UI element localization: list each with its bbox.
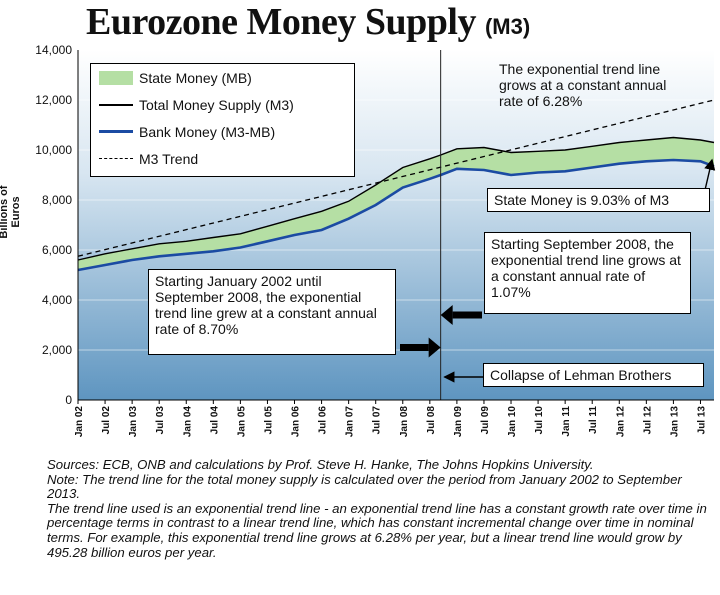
arrow-state-money [704, 158, 716, 191]
x-tick-label: Jan 09 [453, 406, 464, 438]
y-tick-label: 8,000 [42, 193, 72, 207]
x-tick-label: Jul 02 [101, 406, 112, 435]
x-tick-label: Jul 09 [480, 406, 491, 435]
footnotes: Sources: ECB, ONB and calculations by Pr… [47, 457, 715, 560]
x-tick-label: Jan 10 [507, 406, 518, 438]
x-tick-label: Jul 12 [642, 406, 653, 435]
x-tick-label: Jan 05 [236, 406, 247, 438]
y-tick-label: 4,000 [42, 293, 72, 307]
x-tick-label: Jul 10 [534, 406, 545, 435]
x-tick-label: Jul 06 [318, 406, 329, 435]
m3-trend-line [77, 99, 715, 257]
legend-swatch-total [99, 98, 133, 112]
title-main: Eurozone Money Supply [86, 1, 476, 43]
y-tick-label: 6,000 [42, 243, 72, 257]
x-tick-label: Jan 08 [399, 406, 410, 438]
footnote-note: Note: The trend line for the total money… [47, 471, 682, 502]
y-tick-label: 12,000 [35, 93, 72, 107]
arrow-before-2008-head [428, 337, 441, 358]
x-tick-label: Jul 07 [372, 406, 383, 435]
x-tick-label: Jul 08 [426, 406, 437, 435]
y-tick-label: 10,000 [35, 143, 72, 157]
legend-label: State Money (MB) [139, 70, 252, 86]
x-tick-label: Jan 04 [182, 406, 193, 438]
x-tick-label: Jul 05 [263, 406, 274, 435]
x-tick-label: Jul 03 [155, 406, 166, 435]
legend-swatch-trend [99, 152, 133, 166]
x-tick-label: Jan 12 [615, 406, 626, 438]
x-tick-label: Jul 11 [588, 406, 599, 434]
legend-swatch-bank [99, 125, 133, 139]
title-sub: (M3) [484, 14, 531, 39]
legend-label: Total Money Supply (M3) [139, 97, 294, 113]
legend-item-bank: Bank Money (M3-MB) [99, 122, 275, 142]
legend-item-state-money: State Money (MB) [99, 68, 252, 88]
footnote-sources: Sources: ECB, ONB and calculations by Pr… [47, 457, 594, 472]
legend-item-trend: M3 Trend [99, 149, 198, 169]
legend-item-total: Total Money Supply (M3) [99, 95, 294, 115]
legend-label: M3 Trend [139, 151, 199, 167]
footnote-explanation: The trend line used is an exponential tr… [47, 500, 707, 560]
x-tick-label: Jul 13 [696, 406, 707, 435]
x-tick-label: Jan 07 [345, 406, 356, 438]
annotation-before-2008: Starting January 2002 until September 20… [148, 269, 396, 355]
annotation-trend-overall: The exponential trend line grows at a co… [499, 61, 667, 109]
legend-label: Bank Money (M3-MB) [139, 124, 276, 140]
x-tick-label: Jul 04 [209, 406, 220, 435]
y-tick-label: 14,000 [35, 43, 72, 57]
annotation-after-2008: Starting September 2008, the exponential… [484, 232, 691, 314]
legend: State Money (MB) Total Money Supply (M3)… [90, 63, 355, 177]
annotation-state-money-share: State Money is 9.03% of M3 [487, 188, 710, 212]
x-tick-label: Jan 02 [74, 406, 85, 438]
arrow-after-2008-head [440, 305, 453, 325]
total-money-line [77, 136, 715, 261]
x-tick-label: Jan 11 [561, 406, 572, 437]
y-tick-label: 0 [65, 393, 72, 407]
x-tick-label: Jan 03 [128, 406, 139, 438]
bank-money-line [77, 158, 715, 272]
x-tick-label: Jan 06 [291, 406, 302, 438]
annotation-lehman: Collapse of Lehman Brothers [483, 363, 704, 387]
y-tick-label: 2,000 [42, 343, 72, 357]
legend-swatch-state-money [99, 71, 133, 85]
x-tick-label: Jan 13 [669, 406, 680, 438]
chart-title: Eurozone Money Supply (M3) [86, 0, 530, 49]
